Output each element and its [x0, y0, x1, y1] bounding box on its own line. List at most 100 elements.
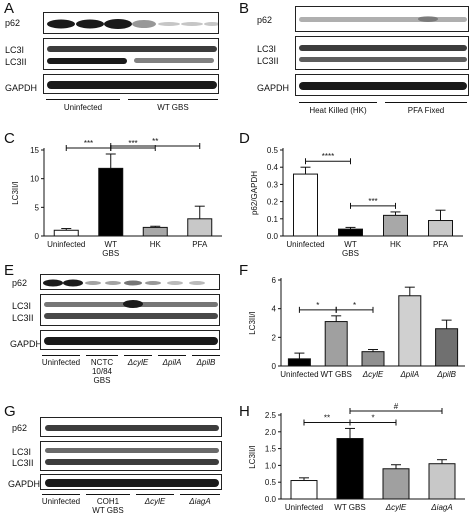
blot-bands — [47, 81, 217, 89]
bar — [382, 468, 410, 500]
row-label-p62: p62 — [5, 18, 21, 28]
chart-f: 0 2 4 6 LC3II/I Uninfected WT GBS ΔcylE ΔpilA Δpi… — [248, 276, 465, 379]
y-tick-label: 0.0 — [265, 495, 277, 504]
bar — [361, 351, 385, 367]
blot-bands — [43, 279, 205, 287]
x-tick-label: GBS — [102, 249, 119, 258]
group-label: ΔiagA — [189, 497, 211, 506]
row-label-lc3ii: LC3II — [12, 458, 34, 468]
group-label: ΔpilA — [162, 358, 182, 367]
row-label-lc3i: LC3I — [12, 447, 32, 457]
y-tick-label: 0.4 — [267, 163, 279, 172]
row-label-lc3ii: LC3II — [12, 313, 34, 323]
bar — [290, 480, 318, 500]
group-label: NCTC 10/84 GBS — [90, 358, 114, 385]
y-tick-label: 10 — [30, 175, 39, 184]
significance-label: *** — [128, 139, 137, 148]
blot-gapdh — [43, 74, 219, 94]
significance-label: * — [371, 413, 374, 422]
blot-bands — [45, 448, 219, 465]
blot-bands — [299, 16, 467, 22]
panel-letter: G — [4, 403, 16, 420]
x-tick-label: ΔcylE — [362, 370, 384, 379]
panel-f: F 0 2 4 6 LC3II/I Uninfected WT GBS ΔcylE ΔpilA Δ… — [237, 262, 474, 392]
row-label-gapdh: GAPDH — [257, 83, 290, 93]
x-tick-label: ΔiagA — [430, 503, 452, 512]
bar — [142, 226, 168, 237]
blot-bands — [44, 337, 218, 345]
blot-lc3 — [40, 441, 222, 471]
y-tick-label: 0 — [272, 362, 277, 371]
x-tick-label: ΔpilB — [436, 370, 456, 379]
x-tick-label: PFA — [192, 240, 208, 249]
y-tick-label: 1.5 — [265, 445, 277, 454]
blot-gapdh — [40, 330, 220, 350]
x-tick-label: Uninfected — [47, 240, 85, 249]
y-tick-label: 2.0 — [265, 428, 277, 437]
y-axis-label: p62/GAPDH — [250, 171, 259, 215]
y-tick-label: 0.5 — [267, 146, 279, 155]
panel-c: C 0 5 10 15 LC3II/I Uninfected WT GBS HK PFA *** **… — [0, 130, 232, 260]
blot-bands — [45, 479, 219, 487]
x-tick-label: ΔpilA — [399, 370, 419, 379]
panel-letter: D — [239, 130, 250, 147]
panel-letter: B — [239, 0, 250, 17]
bar — [435, 328, 459, 367]
bar — [338, 228, 363, 237]
chart-d: 0.0 0.1 0.2 0.3 0.4 0.5 p62/GAPDH Uninfected WTG… — [250, 146, 463, 258]
group-label: ΔcylE — [127, 358, 149, 367]
x-tick-label: Uninfected — [285, 503, 323, 512]
panel-letter: E — [4, 262, 15, 279]
blot-p62 — [40, 417, 222, 437]
blot-bands — [299, 45, 467, 62]
x-tick-label: WT GBS — [334, 503, 365, 512]
panel-letter: F — [239, 262, 249, 279]
row-label-p62: p62 — [257, 15, 273, 25]
y-tick-label: 4 — [272, 305, 277, 314]
x-tick-label: WT — [105, 240, 118, 249]
blot-bands — [47, 19, 218, 29]
significance-label: # — [394, 402, 399, 411]
x-tick-label: GBS — [342, 249, 359, 258]
group-label: ΔpilB — [196, 358, 216, 367]
y-tick-label: 0.1 — [267, 215, 279, 224]
blot-gapdh — [40, 474, 222, 490]
group-label: Uninfected — [63, 103, 103, 112]
y-tick-label: 15 — [30, 146, 39, 155]
y-tick-label: 2 — [272, 333, 277, 342]
blot-lc3 — [43, 38, 219, 70]
x-tick-label: PFA — [433, 240, 449, 249]
bar — [336, 438, 364, 500]
y-tick-label: 0.0 — [267, 232, 279, 241]
x-tick-label: Uninfected — [286, 240, 324, 249]
panel-letter: C — [4, 130, 15, 147]
blot-bands — [44, 300, 218, 319]
row-label-p62: p62 — [12, 423, 28, 433]
panel-letter: A — [4, 0, 15, 17]
x-tick-label: HK — [150, 240, 162, 249]
bar — [287, 358, 311, 367]
row-label-gapdh: GAPDH — [8, 479, 41, 489]
row-label-gapdh: GAPDH — [5, 83, 38, 93]
bar — [428, 463, 456, 500]
blot-p62 — [43, 12, 219, 34]
row-label-lc3ii: LC3II — [257, 56, 279, 66]
x-tick-label: HK — [390, 240, 402, 249]
bar — [98, 167, 124, 237]
blot-bands — [47, 46, 217, 64]
blot-lc3 — [40, 294, 220, 326]
panel-g: G p62 LC3I LC3II GAPDH Uninfected COH1 W… — [0, 395, 232, 527]
y-tick-label: 0.2 — [267, 198, 279, 207]
row-label-lc3i: LC3I — [12, 301, 32, 311]
significance-label: ** — [152, 137, 158, 146]
chart-h: 0.0 0.5 1.0 1.5 2.0 2.5 LC3II/I Uninfected WT GB… — [248, 402, 465, 512]
blot-bands — [45, 425, 219, 431]
blot-bands — [299, 82, 467, 90]
x-tick-label: WT GBS — [320, 370, 351, 379]
y-axis-label: LC3II/I — [11, 181, 20, 205]
y-tick-label: 0.5 — [265, 478, 277, 487]
bar — [187, 218, 213, 237]
significance-label: * — [353, 301, 356, 310]
row-label-gapdh: GAPDH — [10, 339, 43, 349]
